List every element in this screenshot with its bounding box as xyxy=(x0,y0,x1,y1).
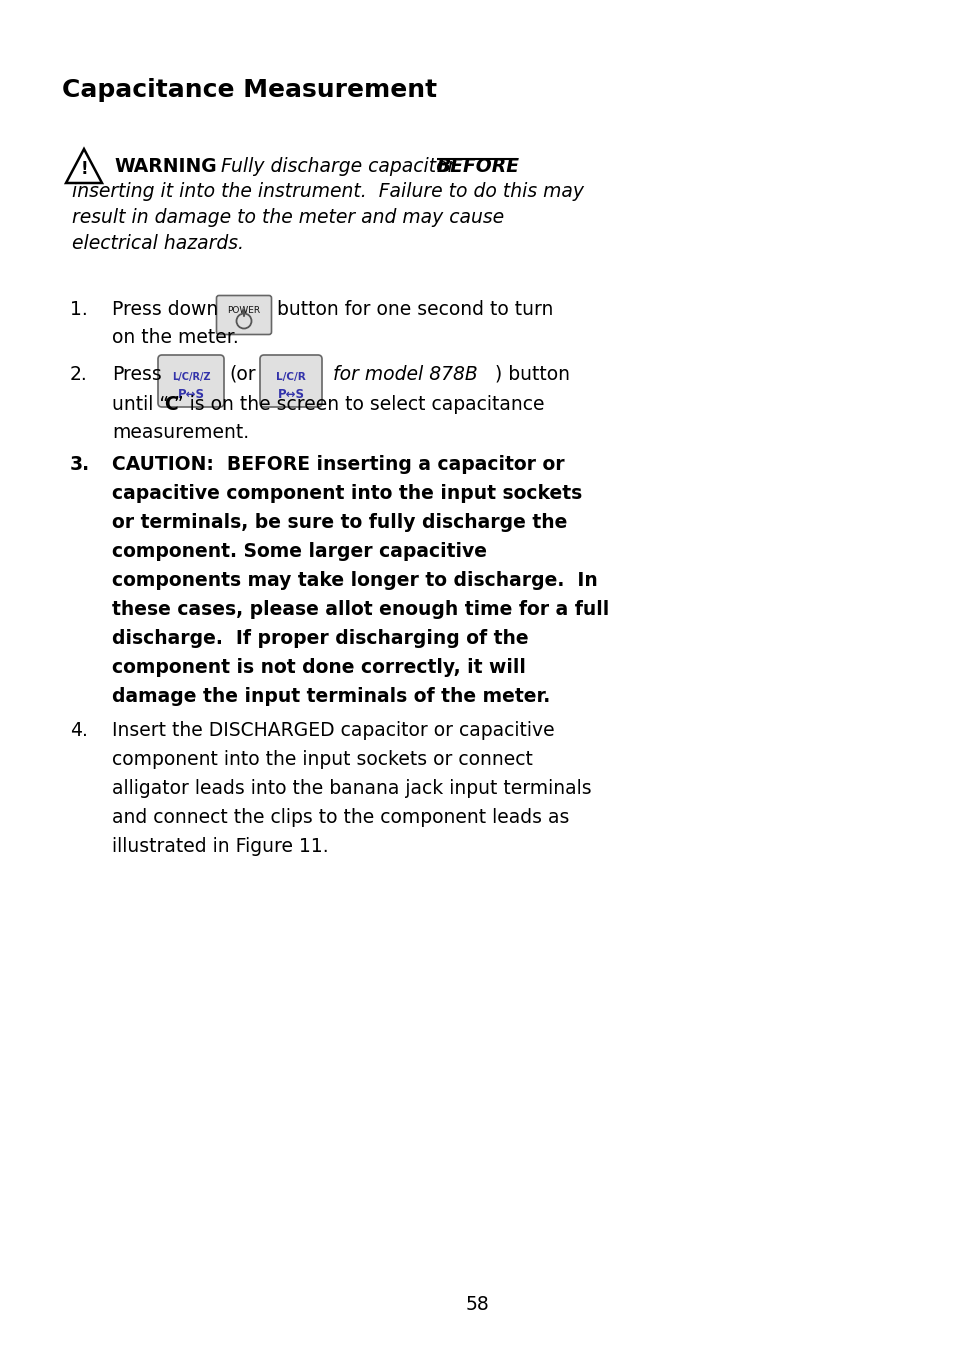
Text: illustrated in Figure 11.: illustrated in Figure 11. xyxy=(112,836,328,855)
Text: 3.: 3. xyxy=(70,455,90,474)
Text: 1.: 1. xyxy=(70,300,88,319)
Text: Insert the DISCHARGED capacitor or capacitive: Insert the DISCHARGED capacitor or capac… xyxy=(112,721,554,740)
Text: Press: Press xyxy=(112,365,162,384)
Text: (or: (or xyxy=(229,365,255,384)
FancyBboxPatch shape xyxy=(260,356,322,407)
Text: C: C xyxy=(164,395,177,414)
Text: these cases, please allot enough time for a full: these cases, please allot enough time fo… xyxy=(112,599,609,620)
FancyBboxPatch shape xyxy=(158,356,224,407)
Text: button for one second to turn: button for one second to turn xyxy=(276,300,553,319)
Text: POWER: POWER xyxy=(227,306,260,315)
Text: capacitive component into the input sockets: capacitive component into the input sock… xyxy=(112,484,581,502)
Text: or terminals, be sure to fully discharge the: or terminals, be sure to fully discharge… xyxy=(112,513,567,532)
Text: alligator leads into the banana jack input terminals: alligator leads into the banana jack inp… xyxy=(112,779,591,797)
Text: for model 878B: for model 878B xyxy=(327,365,477,384)
Text: P↔S: P↔S xyxy=(177,388,204,401)
Text: CAUTION:  BEFORE inserting a capacitor or: CAUTION: BEFORE inserting a capacitor or xyxy=(112,455,564,474)
FancyBboxPatch shape xyxy=(216,295,272,334)
Text: !: ! xyxy=(80,160,88,178)
Text: 2.: 2. xyxy=(70,365,88,384)
Text: WARNING: WARNING xyxy=(113,158,216,176)
Text: discharge.  If proper discharging of the: discharge. If proper discharging of the xyxy=(112,629,528,648)
Text: measurement.: measurement. xyxy=(112,423,249,442)
Text: component. Some larger capacitive: component. Some larger capacitive xyxy=(112,541,486,560)
Text: 58: 58 xyxy=(465,1294,488,1315)
Text: ) button: ) button xyxy=(495,365,569,384)
Text: result in damage to the meter and may cause: result in damage to the meter and may ca… xyxy=(71,207,503,228)
Text: Press down: Press down xyxy=(112,300,218,319)
Text: components may take longer to discharge.  In: components may take longer to discharge.… xyxy=(112,571,598,590)
Text: 4.: 4. xyxy=(70,721,88,740)
Text: BEFORE: BEFORE xyxy=(436,158,519,176)
Text: P↔S: P↔S xyxy=(277,388,304,401)
Text: until “: until “ xyxy=(112,395,169,414)
Text: L/C/R: L/C/R xyxy=(275,372,306,383)
Text: Fully discharge capacitor: Fully discharge capacitor xyxy=(214,158,461,176)
Text: Capacitance Measurement: Capacitance Measurement xyxy=(62,78,436,102)
Text: inserting it into the instrument.  Failure to do this may: inserting it into the instrument. Failur… xyxy=(71,182,583,201)
Text: ” is on the screen to select capacitance: ” is on the screen to select capacitance xyxy=(173,395,544,414)
Text: component into the input sockets or connect: component into the input sockets or conn… xyxy=(112,750,533,769)
Text: on the meter.: on the meter. xyxy=(112,329,238,348)
Text: L/C/R/Z: L/C/R/Z xyxy=(172,372,210,383)
Text: and connect the clips to the component leads as: and connect the clips to the component l… xyxy=(112,808,569,827)
Text: electrical hazards.: electrical hazards. xyxy=(71,234,244,253)
Text: component is not done correctly, it will: component is not done correctly, it will xyxy=(112,657,525,678)
Text: damage the input terminals of the meter.: damage the input terminals of the meter. xyxy=(112,687,550,706)
